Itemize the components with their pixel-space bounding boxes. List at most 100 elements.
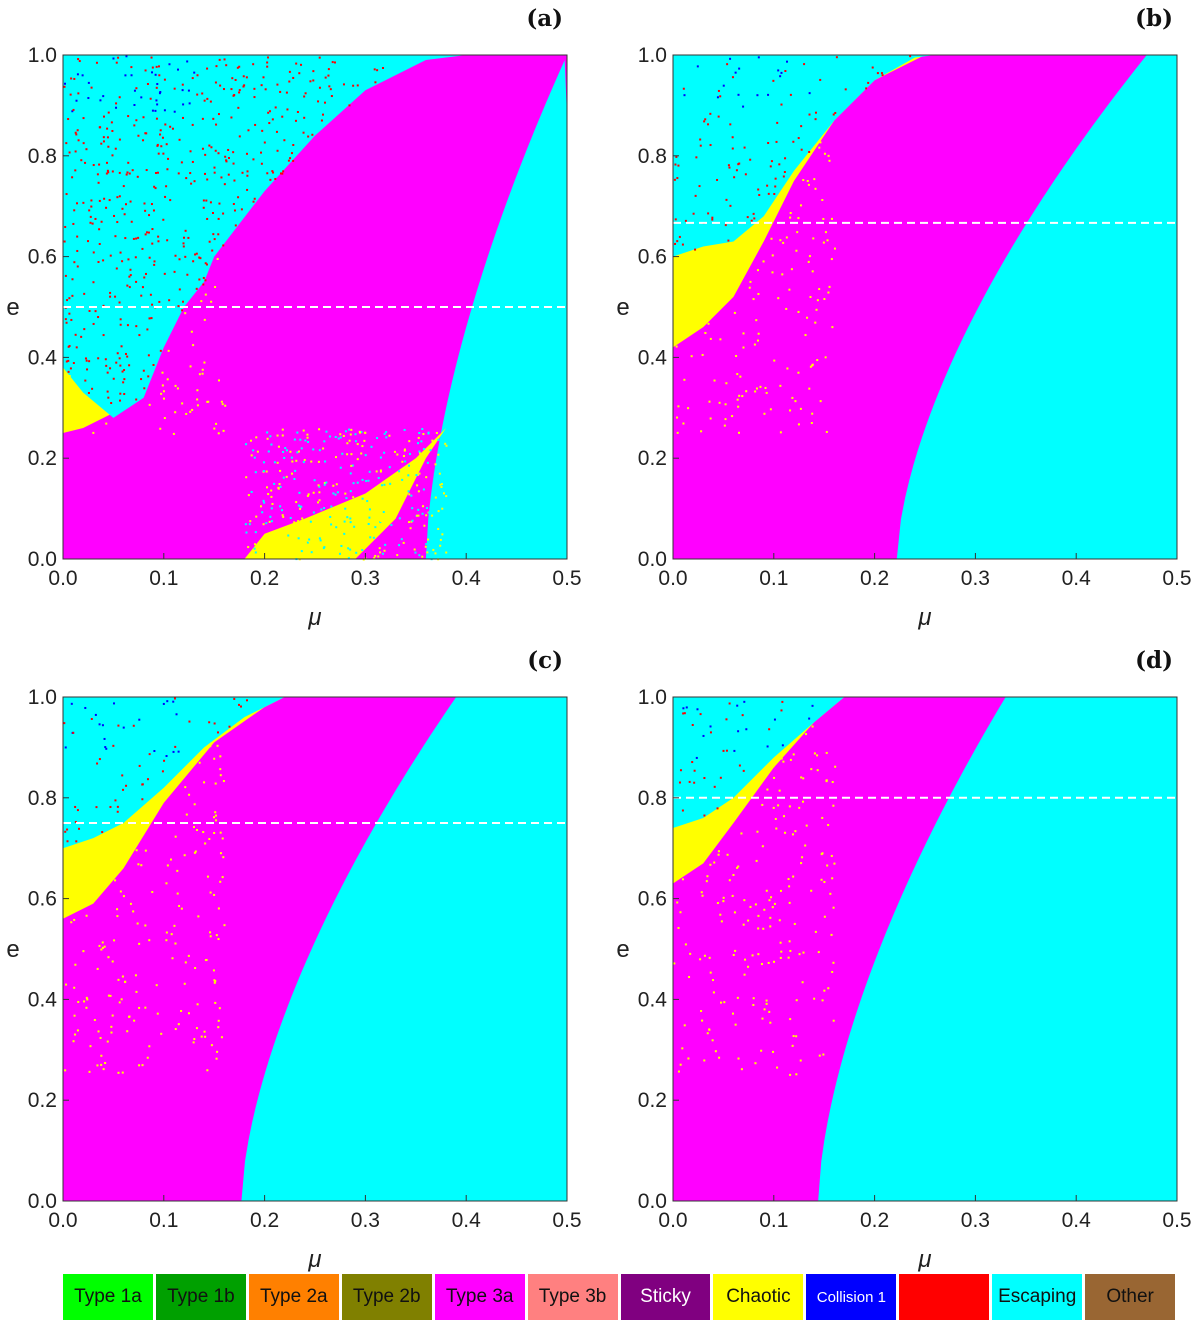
x-axis-label: μ — [307, 604, 321, 631]
chaotic-low-speck — [417, 490, 420, 493]
chaotic-speck — [754, 1062, 757, 1065]
collision-dot — [132, 237, 135, 240]
chaotic-speck — [196, 398, 199, 401]
chaotic-low-speck — [398, 517, 401, 520]
chaotic-speck — [701, 894, 704, 897]
collision-dot — [63, 82, 66, 85]
chaotic-low-speck — [366, 500, 369, 503]
chaotic-speck — [173, 924, 176, 927]
collision-dot — [737, 163, 740, 166]
collision-dot — [266, 65, 269, 68]
chaotic-speck — [184, 312, 187, 315]
chaotic-speck — [97, 1030, 100, 1033]
chaotic-low-speck — [361, 445, 364, 448]
chaotic-speck — [728, 879, 731, 882]
collision-dot — [68, 297, 71, 300]
chaotic-speck — [828, 159, 831, 162]
collision-dot — [219, 84, 222, 87]
chaotic-speck — [720, 920, 723, 923]
collision-dot — [729, 123, 732, 126]
collision-dot — [98, 723, 101, 726]
collision-dot — [722, 749, 725, 752]
collision-dot — [183, 236, 186, 239]
y-tick-label: 0.4 — [28, 346, 58, 369]
collision-dot — [327, 68, 330, 71]
collision-dot — [208, 721, 211, 724]
collision-dot — [72, 108, 75, 111]
collision-dot — [123, 378, 126, 381]
collision-dot — [725, 198, 728, 201]
chaotic-speck — [106, 1040, 109, 1043]
legend-item-type-1b: Type 1b — [155, 1274, 246, 1320]
collision-dot — [162, 218, 165, 221]
collision-dot — [89, 221, 92, 224]
chaotic-speck — [73, 986, 76, 989]
chaotic-low-speck — [245, 476, 248, 479]
chaotic-low-speck — [262, 470, 265, 473]
chaotic-speck — [811, 363, 814, 366]
collision-dot — [871, 66, 874, 69]
chaotic-speck — [192, 1041, 195, 1044]
collision-dot — [784, 69, 787, 72]
collision-dot — [76, 129, 79, 132]
chaotic-low-speck — [441, 533, 444, 536]
y-tick-label: 0.8 — [28, 787, 57, 810]
collision-dot — [123, 393, 126, 396]
collision-dot — [119, 392, 122, 395]
chaotic-low-speck — [360, 452, 363, 455]
chaotic-low-speck — [269, 515, 272, 518]
collision-dot — [254, 123, 257, 126]
collision-dot — [317, 100, 320, 103]
collision-dot — [68, 151, 71, 154]
chaotic-low-speck — [402, 480, 405, 483]
collision-dot — [145, 132, 148, 135]
chaotic-speck — [757, 953, 760, 956]
chaotic-low-speck — [419, 452, 422, 455]
chaotic-low-speck — [318, 449, 321, 452]
chaotic-speck — [756, 269, 759, 272]
collision-dot — [63, 240, 66, 243]
chaotic-speck — [816, 754, 819, 757]
chaotic-low-speck — [445, 551, 448, 554]
collision-dot — [203, 172, 206, 175]
chaotic-speck — [735, 354, 738, 357]
collision-dot — [105, 161, 108, 164]
collision-dot — [118, 96, 121, 99]
collision-dot — [296, 110, 299, 113]
chaotic-low-speck — [437, 453, 440, 456]
chaotic-low-speck — [297, 450, 300, 453]
chaotic-speck — [171, 957, 174, 960]
collision-dot — [143, 276, 146, 279]
collision-dot — [188, 102, 191, 105]
collision-dot — [169, 199, 172, 202]
collision-dot — [214, 149, 217, 152]
collision-dot — [110, 121, 113, 124]
collision-dot — [684, 219, 687, 222]
chaotic-speck — [816, 299, 819, 302]
chaotic-low-speck — [361, 549, 364, 552]
escaping-cap — [673, 697, 845, 829]
collision-dot — [320, 119, 323, 122]
chaotic-low-speck — [285, 549, 288, 552]
chaotic-speck — [700, 1010, 703, 1013]
chaotic-low-speck — [249, 520, 252, 523]
collision-dot — [232, 151, 235, 154]
chaotic-low-speck — [281, 514, 284, 517]
chaotic-low-speck — [343, 520, 346, 523]
collision-dot — [719, 95, 722, 98]
chaotic-low-speck — [425, 507, 428, 510]
chaotic-speck — [89, 1045, 92, 1048]
chaotic-speck — [770, 896, 773, 899]
collision-dot — [233, 94, 236, 97]
chaotic-speck — [831, 877, 834, 880]
chaotic-low-speck — [289, 526, 292, 529]
chaotic-low-speck — [334, 493, 337, 496]
chaotic-speck — [96, 967, 99, 970]
chaotic-low-speck — [281, 434, 284, 437]
chaotic-low-speck — [416, 484, 419, 487]
collision-dot — [65, 142, 68, 145]
collision-dot — [124, 237, 127, 240]
collision-dot — [303, 116, 306, 119]
escaping-cap — [63, 697, 285, 849]
chaotic-speck — [757, 927, 760, 930]
